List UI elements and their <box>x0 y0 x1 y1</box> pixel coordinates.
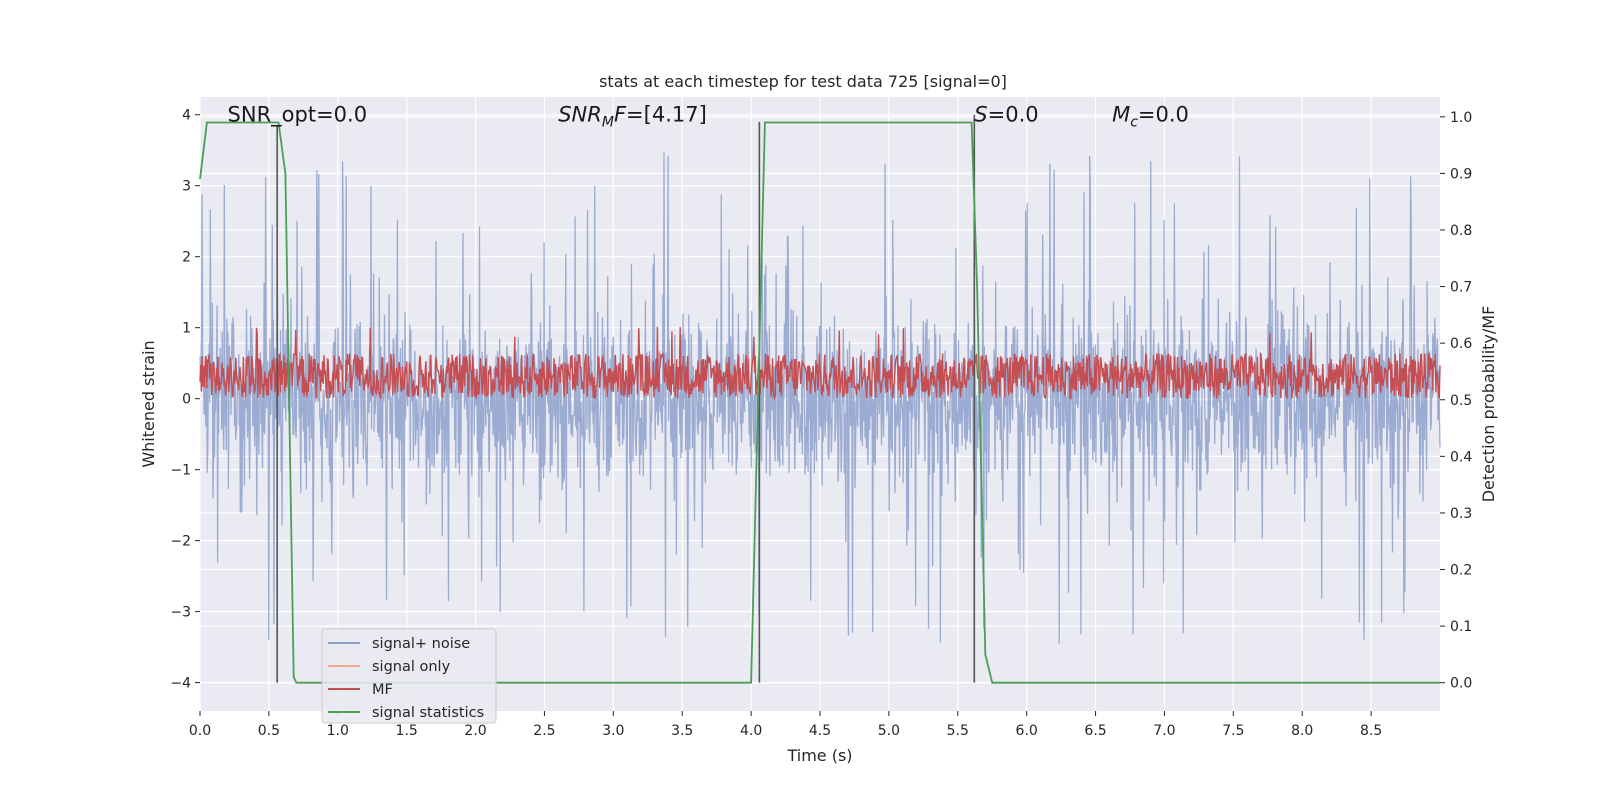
x-tick-label-15: 7.5 <box>1222 723 1244 739</box>
x-tick-label-16: 8.0 <box>1291 723 1313 739</box>
x-tick-label-1: 0.5 <box>258 723 280 739</box>
mf-series <box>199 326 1441 401</box>
x-tick-label-13: 6.5 <box>1084 723 1106 739</box>
legend-box <box>321 628 497 724</box>
y-tick-label-right-8: 0.2 <box>1450 563 1472 579</box>
annotation-1: SNRMF=[4.17] <box>558 103 707 131</box>
signal-statistics-line <box>199 121 1440 684</box>
y-tick-label-left-6: −2 <box>170 534 191 550</box>
y-tick-label-right-1: 0.9 <box>1450 166 1472 182</box>
x-tick-label-5: 2.5 <box>533 723 555 739</box>
legend-label-1: signal only <box>372 659 451 675</box>
x-tick-label-8: 4.0 <box>740 723 762 739</box>
y-tick-label-left-2: 2 <box>182 250 191 266</box>
x-axis-label: Time (s) <box>786 746 852 765</box>
y-tick-label-right-0: 1.0 <box>1450 110 1472 126</box>
y-tick-label-left-0: 4 <box>182 108 191 124</box>
y-tick-label-left-7: −3 <box>170 605 191 621</box>
legend: signal+ noise signal only MF signal statist… <box>321 628 497 724</box>
y-tick-label-left-1: 3 <box>182 179 191 195</box>
x-tick-label-12: 6.0 <box>1016 723 1038 739</box>
x-tick-label-17: 8.5 <box>1360 723 1382 739</box>
annotation-3: Mc=0.0 <box>1112 103 1189 131</box>
y-tick-label-right-10: 0.0 <box>1450 676 1472 692</box>
y-ticks-right: 1.0 0.9 0.8 0.7 0.6 0.5 0.4 0.3 0.2 0.1 0.0 <box>1440 110 1472 692</box>
y-tick-label-right-9: 0.1 <box>1450 619 1472 635</box>
annotation-2: S=0.0 <box>974 103 1038 127</box>
x-tick-label-4: 2.0 <box>464 723 486 739</box>
x-tick-label-10: 5.0 <box>878 723 900 739</box>
x-tick-label-7: 3.5 <box>671 723 693 739</box>
y-tick-label-right-5: 0.5 <box>1450 393 1472 409</box>
y-tick-label-left-8: −4 <box>170 676 191 692</box>
legend-label-3: signal statistics <box>372 705 484 721</box>
annotation-0: SNR_opt=0.0 <box>228 103 368 128</box>
x-tick-label-2: 1.0 <box>327 723 349 739</box>
annotations: SNR_opt=0.0 SNRMF=[4.17] S=0.0 Mc=0.0 <box>228 103 1189 131</box>
y-tick-label-right-6: 0.4 <box>1450 449 1472 465</box>
legend-label-0: signal+ noise <box>372 636 470 652</box>
x-tick-label-6: 3.0 <box>602 723 624 739</box>
mf-line <box>199 326 1441 401</box>
x-tick-label-14: 7.0 <box>1153 723 1175 739</box>
y-tick-label-left-5: −1 <box>170 463 191 479</box>
x-tick-label-0: 0.0 <box>189 723 211 739</box>
x-tick-label-9: 4.5 <box>809 723 831 739</box>
y-tick-label-right-7: 0.3 <box>1450 506 1472 522</box>
x-tick-label-11: 5.5 <box>947 723 969 739</box>
y-ticks-left: 4 3 2 1 0 −1 −2 −3 −4 <box>170 108 200 692</box>
y-tick-label-left-3: 1 <box>182 321 191 337</box>
y-tick-label-right-4: 0.6 <box>1450 336 1472 352</box>
x-tick-label-3: 1.5 <box>396 723 418 739</box>
signal-statistics-series <box>199 121 1440 684</box>
y-tick-label-right-3: 0.7 <box>1450 280 1472 296</box>
y-axis-label-right: Detection probability/MF <box>1479 306 1498 503</box>
y-tick-label-left-4: 0 <box>182 392 191 408</box>
legend-label-2: MF <box>372 682 393 698</box>
y-tick-label-right-2: 0.8 <box>1450 223 1472 239</box>
chart-title: stats at each timestep for test data 725… <box>599 72 1007 91</box>
x-ticks: 0.0 0.5 1.0 1.5 2.0 2.5 3.0 3.5 4.0 4.5 5.0 5.5 6.0 6… <box>189 711 1382 739</box>
y-axis-label-left: Whitened strain <box>139 340 158 467</box>
